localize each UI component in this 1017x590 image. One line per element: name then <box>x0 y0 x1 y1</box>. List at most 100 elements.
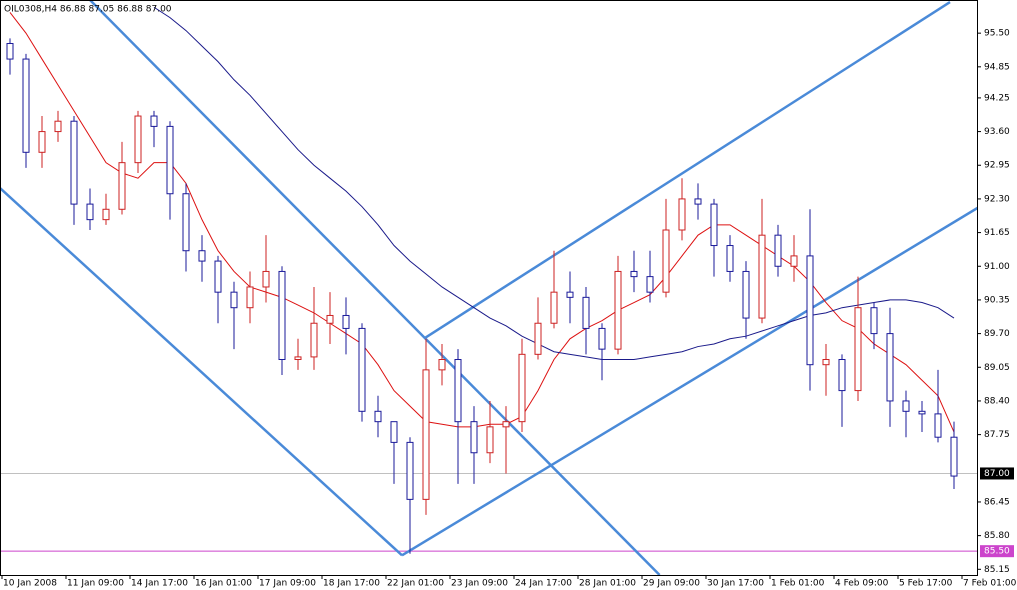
trend-line <box>401 206 977 557</box>
y-tick-label: 92.95 <box>984 161 1010 171</box>
x-tick-label: 1 Feb 01:00 <box>771 579 825 589</box>
trend-line <box>0 187 403 557</box>
candle-body <box>310 322 318 358</box>
candle-body <box>918 410 926 415</box>
candle-body <box>102 208 110 221</box>
candle-body <box>582 296 590 329</box>
candle-body <box>774 234 782 267</box>
candle-body <box>294 356 302 361</box>
candle-body <box>422 369 430 500</box>
candle-body <box>710 203 718 247</box>
candle-body <box>758 234 766 319</box>
y-tick-label: 85.15 <box>984 565 1010 575</box>
candle-body <box>342 314 350 329</box>
candle-body <box>454 359 462 423</box>
candle-body <box>502 421 510 428</box>
candle-body <box>278 270 286 361</box>
plot-frame <box>0 0 978 576</box>
candle-body <box>198 250 206 262</box>
price-label-box <box>980 545 1014 558</box>
x-tick-label: 14 Jan 17:00 <box>131 579 188 589</box>
y-tick-label: 94.25 <box>984 93 1010 103</box>
x-tick-label: 29 Jan 09:00 <box>643 579 700 589</box>
x-tick-label: 18 Jan 17:00 <box>323 579 380 589</box>
chart-title: OIL0308,H4 86.88 87.05 86.88 87.00 <box>4 5 172 15</box>
candle-body <box>22 58 30 153</box>
y-tick-label: 91.65 <box>984 228 1010 238</box>
candle-body <box>678 198 686 231</box>
x-tick-label: 17 Jan 09:00 <box>259 579 316 589</box>
candle-body <box>838 359 846 392</box>
candle-body <box>662 229 670 293</box>
candle-body <box>486 426 494 454</box>
y-tick-label: 90.35 <box>984 295 1010 305</box>
candle-body <box>54 120 62 133</box>
candle-body <box>854 307 862 392</box>
candle-body <box>694 198 702 205</box>
candle-body <box>70 120 78 205</box>
y-tick-label: 89.70 <box>984 329 1010 339</box>
plot-area <box>0 0 977 575</box>
x-tick-label: 24 Jan 17:00 <box>515 579 572 589</box>
candle-body <box>134 115 142 164</box>
candle-body <box>246 286 254 309</box>
candle-body <box>518 353 526 423</box>
candle-body <box>726 245 734 272</box>
candle-body <box>934 413 942 438</box>
candle-body <box>6 43 14 60</box>
y-tick-label: 89.05 <box>984 363 1010 373</box>
trend-line <box>89 0 661 575</box>
candle-body <box>646 276 654 293</box>
y-tick-label: 87.75 <box>984 430 1010 440</box>
candle-body <box>166 125 174 195</box>
x-tick-label: 7 Feb 01:00 <box>963 579 1017 589</box>
y-tick-label: 85.80 <box>984 531 1010 541</box>
candle-body <box>950 436 958 477</box>
x-tick-label: 22 Jan 01:00 <box>387 579 444 589</box>
y-tick-label: 94.85 <box>984 62 1010 72</box>
x-tick-label: 10 Jan 2008 <box>3 579 57 589</box>
candle-body <box>390 421 398 443</box>
y-tick-label: 88.40 <box>984 396 1010 406</box>
candle-body <box>358 327 366 412</box>
candle-body <box>550 291 558 324</box>
x-tick-label: 23 Jan 09:00 <box>451 579 508 589</box>
candle-body <box>326 314 334 324</box>
candle-body <box>374 410 382 423</box>
candle-body <box>566 291 574 298</box>
candle-body <box>902 400 910 412</box>
candle-body <box>630 270 638 278</box>
candle-body <box>230 291 238 309</box>
x-tick-label: 5 Feb 17:00 <box>899 579 953 589</box>
trend-line <box>423 1 951 340</box>
y-tick-label: 86.45 <box>984 497 1010 507</box>
y-tick-label: 95.50 <box>984 29 1010 39</box>
candle-body <box>790 255 798 267</box>
candle-body <box>598 327 606 350</box>
candle-body <box>742 270 750 319</box>
y-tick-label: 93.60 <box>984 127 1010 137</box>
candle-body <box>614 270 622 350</box>
price-label: 85.50 <box>984 547 1010 557</box>
candle-body <box>38 131 46 153</box>
x-tick-label: 11 Jan 09:00 <box>67 579 124 589</box>
y-tick-label: 91.00 <box>984 262 1010 272</box>
moving-average <box>153 6 955 361</box>
x-tick-label: 4 Feb 09:00 <box>835 579 889 589</box>
candle-body <box>214 260 222 293</box>
candle-body <box>534 322 542 355</box>
candle-body <box>470 421 478 454</box>
candle-body <box>86 203 94 221</box>
candle-body <box>822 359 830 366</box>
candle-body <box>150 115 158 127</box>
price-label-box <box>980 467 1014 480</box>
candle-body <box>806 255 814 366</box>
price-label: 87.00 <box>984 469 1010 479</box>
candle-body <box>182 193 190 252</box>
x-tick-label: 30 Jan 17:00 <box>707 579 764 589</box>
x-tick-label: 28 Jan 01:00 <box>579 579 636 589</box>
y-tick-label: 92.30 <box>984 194 1010 204</box>
x-tick-label: 16 Jan 01:00 <box>195 579 252 589</box>
